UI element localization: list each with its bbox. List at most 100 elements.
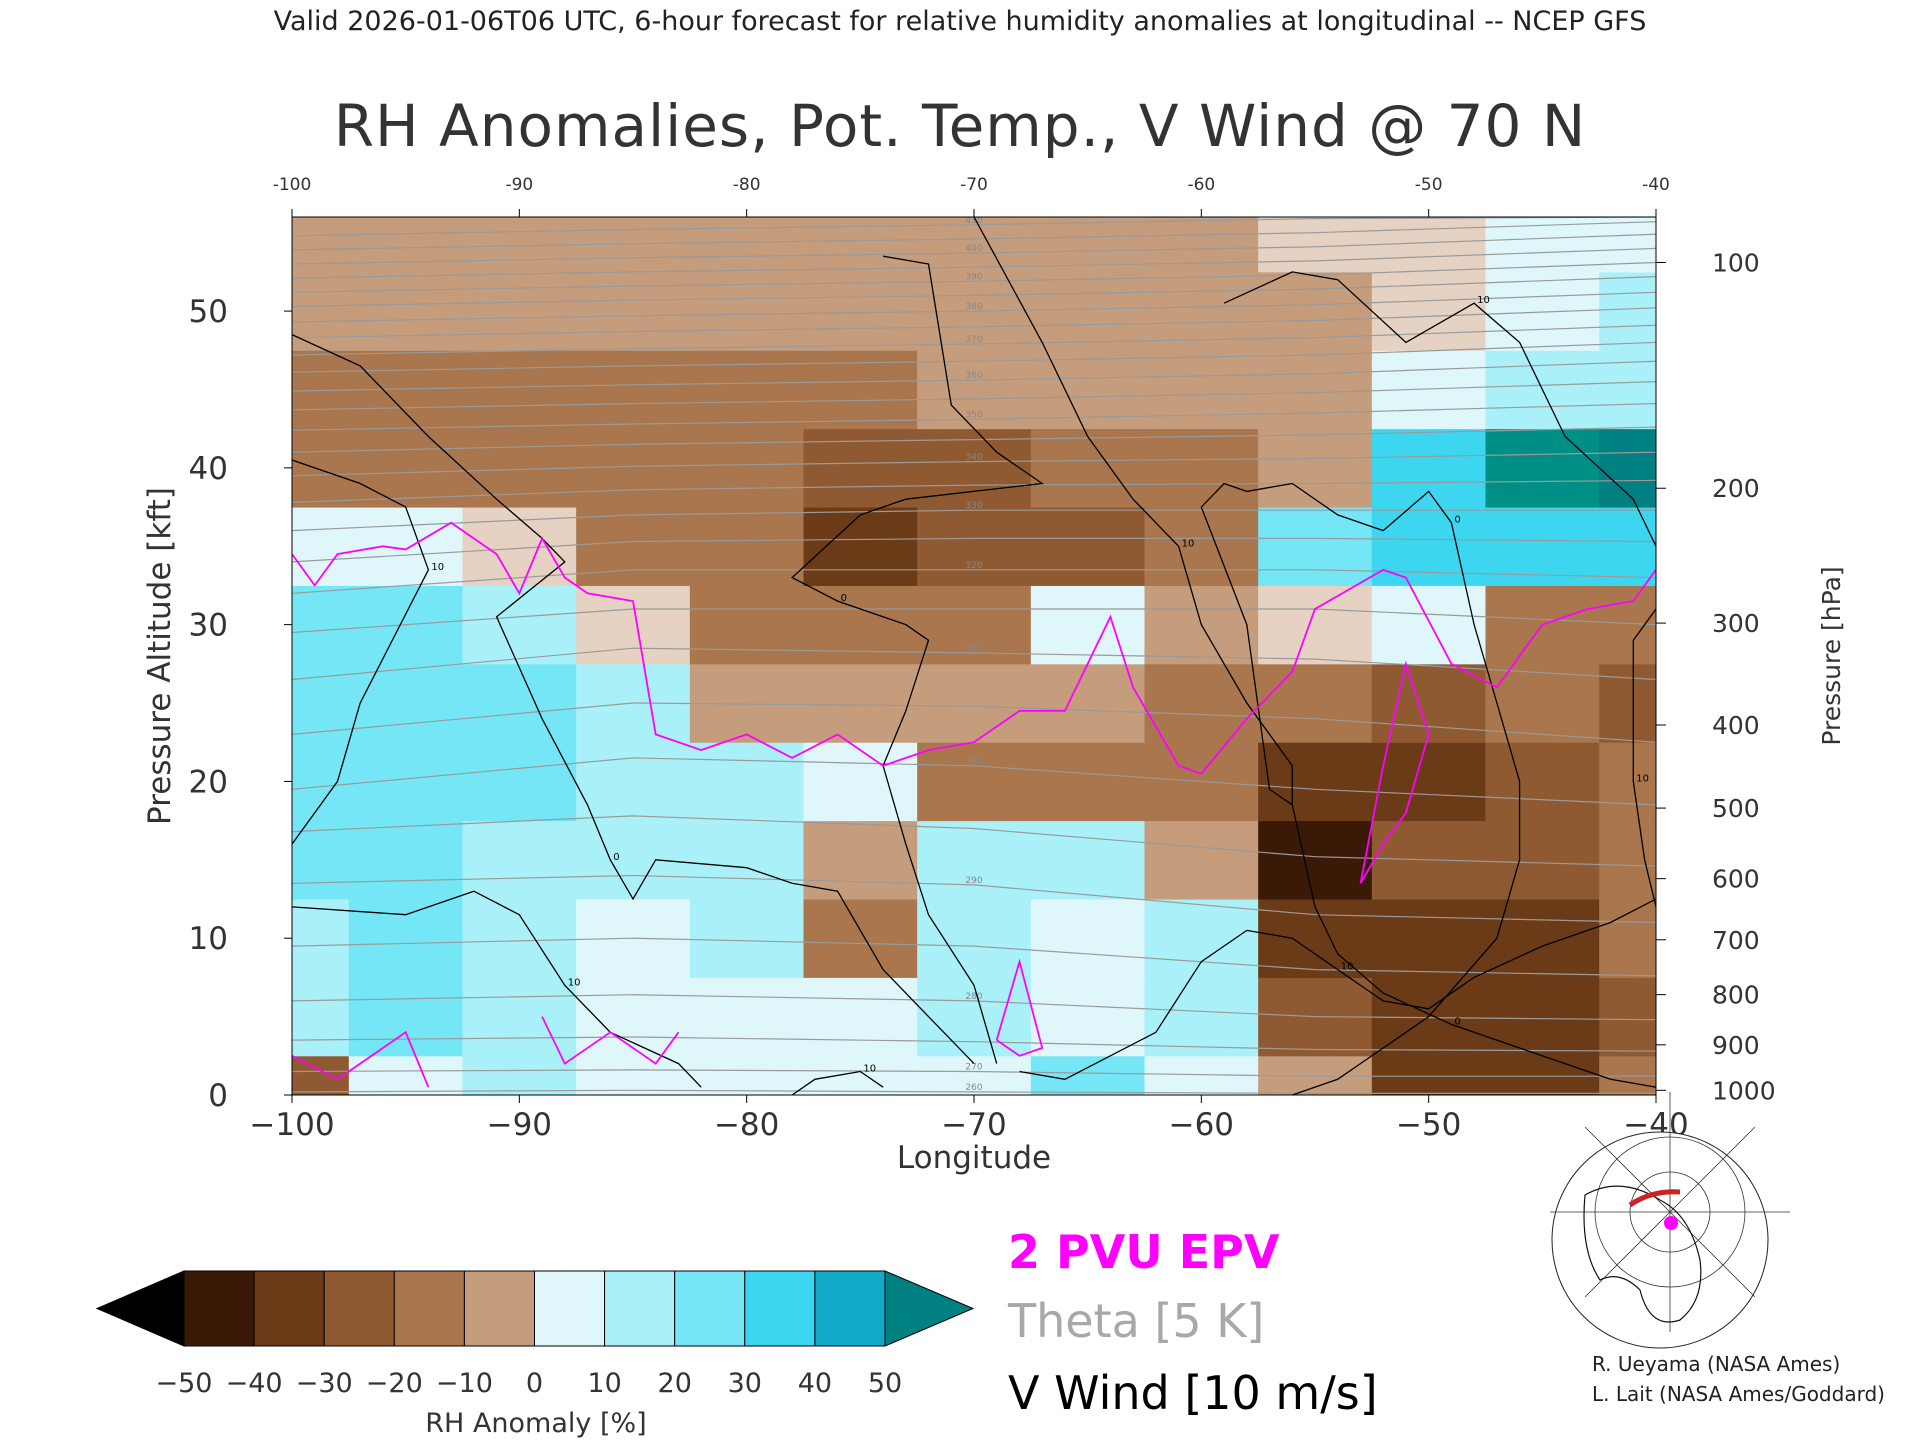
colorbar-tick-label: −30 <box>296 1368 353 1399</box>
theta-line <box>292 509 1656 532</box>
pressure-tick-label: 700 <box>1712 926 1760 955</box>
rh-cell <box>1485 742 1600 822</box>
rh-cell <box>462 350 577 430</box>
legend-vwind: V Wind [10 m/s] <box>1008 1366 1378 1420</box>
theta-label: 370 <box>965 335 982 345</box>
theta-line <box>292 608 1656 634</box>
pressure-tick-label: 200 <box>1712 474 1760 503</box>
rh-cell <box>576 350 691 430</box>
rh-cell <box>803 899 918 978</box>
theta-line <box>292 479 1656 503</box>
rh-cell <box>1599 899 1656 978</box>
rh-cell <box>917 217 1032 273</box>
theta-contours: 260 270 280 290 300 310 320 330 340 350 360 370 380 3… <box>292 217 1656 1094</box>
rh-cell <box>1030 820 1145 900</box>
rh-cell <box>348 217 463 273</box>
rh-cell <box>1030 217 1145 273</box>
vwind-line <box>1200 482 1521 1095</box>
colorbar-tick-label: 0 <box>526 1368 543 1399</box>
vwind-line <box>1019 898 1656 1080</box>
rh-cell <box>1144 507 1259 586</box>
rh-cell <box>917 977 1032 1057</box>
rh-cell <box>292 428 350 508</box>
pressure-tick-label: 800 <box>1712 981 1760 1010</box>
top-tick-label: -100 <box>273 175 312 195</box>
epv-line <box>292 1030 430 1088</box>
rh-cell <box>917 663 1032 743</box>
rh-cell <box>1599 585 1656 665</box>
rh-cell <box>348 977 463 1057</box>
rh-cell <box>917 820 1032 900</box>
pressure-tick-label: 900 <box>1712 1031 1760 1060</box>
vwind-line <box>1291 804 1656 1088</box>
rh-cell <box>292 1055 350 1095</box>
vwind-line <box>1632 608 1656 908</box>
theta-line <box>292 937 1656 977</box>
rh-cell <box>1258 507 1373 586</box>
pressure-tick-label: 500 <box>1712 794 1760 823</box>
rh-cell <box>348 742 463 822</box>
map-meridian <box>1669 1126 1756 1213</box>
rh-cell <box>1371 663 1486 743</box>
rh-cell <box>1030 663 1145 743</box>
vwind-label: 10 <box>1182 538 1195 549</box>
rh-cell <box>1371 585 1486 665</box>
rh-cell <box>689 899 804 978</box>
theta-label: 300 <box>965 757 982 767</box>
colorbar-swatch <box>463 1270 535 1347</box>
rh-cell <box>462 820 577 900</box>
theta-label: 390 <box>965 272 982 282</box>
y-tick-label: 20 <box>189 764 228 800</box>
rh-cell <box>1599 663 1656 743</box>
colorbar-swatch <box>534 1270 606 1347</box>
rh-cell <box>576 585 691 665</box>
y-tick-label: 30 <box>189 608 228 644</box>
x-tick-label: −90 <box>487 1107 552 1143</box>
axes: −100-100−90-90−80-80−70-70−60-60−50-50−4… <box>142 175 1846 1176</box>
x-tick-label: −100 <box>249 1107 334 1143</box>
rh-cell <box>576 507 691 586</box>
colorbar-tick-label: −10 <box>436 1368 493 1399</box>
theta-line <box>292 757 1656 806</box>
colorbar-above <box>884 1270 975 1347</box>
theta-line <box>292 537 1656 563</box>
rh-cell <box>348 899 463 978</box>
rh-cell <box>803 585 918 665</box>
colorbar-swatch <box>814 1270 886 1347</box>
theta-label: 380 <box>965 302 982 312</box>
rh-cell <box>1030 271 1145 351</box>
colorbar-swatch <box>183 1270 255 1347</box>
vwind-label: 0 <box>1454 1016 1460 1027</box>
theta-label: 270 <box>965 1062 982 1072</box>
rh-cell <box>462 742 577 822</box>
vwind-line <box>1223 271 1656 547</box>
theta-line <box>292 221 1656 251</box>
theta-label: 290 <box>965 876 982 886</box>
rh-cell <box>1485 820 1600 900</box>
theta-line <box>292 569 1656 594</box>
theta-label: 310 <box>965 644 982 654</box>
rh-cell <box>1485 428 1600 508</box>
rh-cell <box>803 977 918 1057</box>
colorbar-tick-label: 30 <box>728 1368 762 1399</box>
theta-label: 340 <box>965 453 982 463</box>
colorbar-tick-label: 10 <box>587 1368 621 1399</box>
theta-line <box>292 451 1656 477</box>
colorbar-label: RH Anomaly [%] <box>425 1408 646 1439</box>
rh-cell <box>803 742 918 822</box>
rh-cell <box>1030 742 1145 822</box>
rh-cell <box>1371 899 1486 978</box>
y-tick-label: 0 <box>208 1078 228 1114</box>
rh-cell <box>803 663 918 743</box>
theta-line <box>292 261 1656 293</box>
theta-line <box>292 702 1656 743</box>
y-axis-label: Pressure Altitude [kft] <box>142 487 178 825</box>
pressure-tick-label: 300 <box>1712 609 1760 638</box>
rh-cell <box>1371 428 1486 508</box>
rh-cell <box>1030 428 1145 508</box>
rh-anomaly-heatmap <box>292 217 1656 1095</box>
pressure-tick-label: 600 <box>1712 865 1760 894</box>
legend-theta: Theta [5 K] <box>1008 1294 1265 1348</box>
rh-cell <box>576 271 691 351</box>
colorbar-swatch <box>744 1270 816 1347</box>
